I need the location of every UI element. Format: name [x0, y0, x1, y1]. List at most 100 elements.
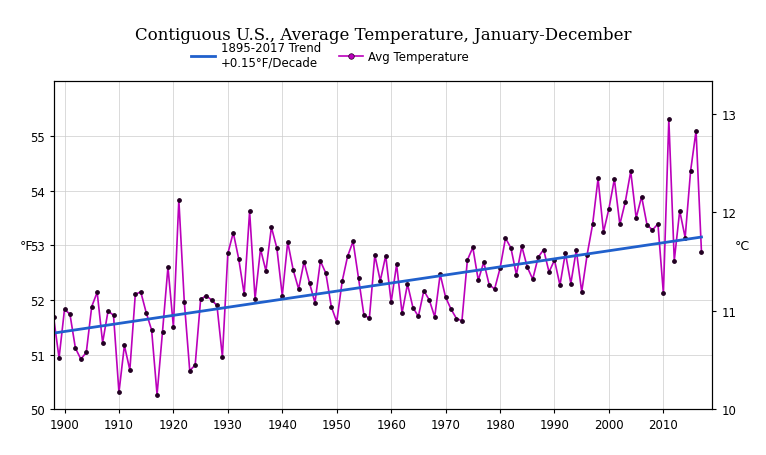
Point — [363, 315, 375, 322]
Point — [303, 280, 316, 287]
Point — [47, 314, 60, 321]
Point — [597, 229, 610, 236]
Point — [178, 298, 191, 306]
Point — [592, 176, 604, 183]
Point — [652, 221, 664, 228]
Point — [690, 128, 702, 135]
Point — [342, 253, 354, 260]
Point — [31, 305, 44, 313]
Point — [510, 272, 522, 279]
Point — [129, 291, 142, 298]
Point — [434, 271, 447, 278]
Legend: 1895-2017 Trend
+0.15°F/Decade, Avg Temperature: 1895-2017 Trend +0.15°F/Decade, Avg Temp… — [187, 37, 474, 74]
Point — [565, 280, 577, 288]
Point — [298, 258, 310, 266]
Point — [200, 292, 212, 299]
Point — [265, 224, 277, 231]
Point — [516, 243, 528, 250]
Point — [538, 247, 550, 254]
Point — [380, 253, 392, 260]
Point — [102, 308, 114, 315]
Point — [146, 327, 158, 334]
Point — [526, 276, 538, 283]
Point — [347, 238, 359, 246]
Point — [140, 309, 152, 317]
Point — [396, 310, 408, 317]
Point — [673, 207, 686, 215]
Point — [293, 286, 305, 293]
Point — [401, 281, 414, 288]
Point — [336, 278, 349, 285]
Point — [423, 297, 435, 304]
Point — [156, 329, 169, 336]
Point — [287, 267, 300, 274]
Point — [570, 247, 582, 254]
Point — [657, 290, 669, 298]
Point — [216, 354, 228, 361]
Point — [608, 176, 620, 183]
Point — [172, 197, 185, 204]
Point — [499, 235, 512, 242]
Point — [532, 254, 545, 261]
Title: Contiguous U.S., Average Temperature, January-December: Contiguous U.S., Average Temperature, Ja… — [135, 27, 631, 44]
Point — [461, 257, 473, 264]
Point — [228, 229, 240, 237]
Point — [668, 258, 680, 265]
Point — [417, 288, 430, 295]
Point — [221, 250, 234, 258]
Point — [391, 261, 403, 268]
Point — [189, 362, 201, 369]
Point — [679, 234, 691, 242]
Point — [466, 244, 479, 252]
Point — [151, 391, 163, 399]
Point — [505, 245, 517, 252]
Point — [429, 313, 441, 321]
Point — [97, 339, 109, 347]
Point — [445, 306, 457, 313]
Point — [195, 296, 207, 303]
Point — [86, 303, 98, 310]
Point — [543, 269, 555, 276]
Point — [53, 354, 65, 362]
Point — [614, 221, 626, 228]
Point — [282, 239, 294, 246]
Point — [75, 356, 87, 363]
Point — [559, 250, 571, 257]
Point — [619, 199, 631, 206]
Y-axis label: °C: °C — [735, 239, 749, 252]
Point — [624, 168, 637, 176]
Point — [69, 345, 81, 352]
Point — [630, 215, 642, 222]
Point — [548, 257, 561, 264]
Point — [254, 246, 267, 253]
Point — [167, 324, 179, 331]
Point — [696, 249, 708, 257]
Point — [162, 264, 174, 271]
Point — [238, 291, 250, 298]
Point — [113, 389, 125, 396]
Point — [358, 312, 370, 319]
Point — [270, 245, 283, 252]
Point — [211, 302, 223, 309]
Point — [124, 367, 136, 374]
Point — [42, 334, 54, 342]
Point — [244, 208, 256, 216]
Point — [184, 367, 196, 374]
Point — [581, 251, 594, 258]
Point — [233, 256, 245, 263]
Point — [456, 318, 468, 325]
Point — [477, 259, 489, 266]
Point — [472, 277, 484, 284]
Point — [374, 278, 386, 285]
Point — [91, 289, 103, 296]
Point — [412, 313, 424, 320]
Point — [249, 296, 261, 303]
Point — [521, 264, 533, 271]
Point — [368, 252, 381, 259]
Point — [440, 294, 452, 301]
Point — [325, 303, 337, 310]
Point — [118, 342, 130, 349]
Point — [647, 227, 659, 234]
Point — [135, 288, 147, 296]
Point — [205, 297, 218, 304]
